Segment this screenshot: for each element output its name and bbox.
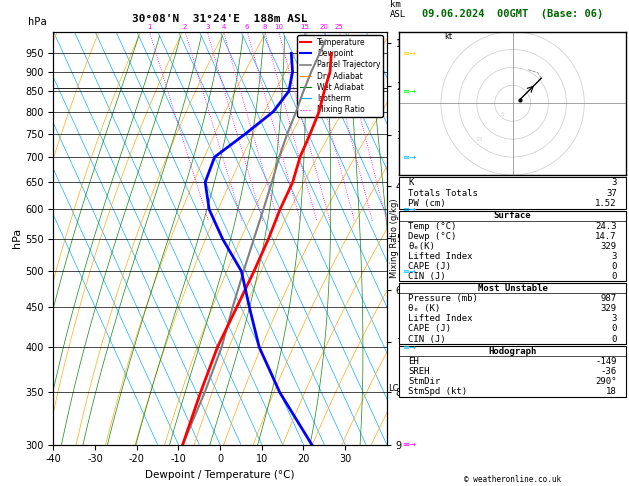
Text: 3: 3 (611, 178, 617, 187)
Text: CAPE (J): CAPE (J) (408, 262, 452, 271)
Text: 10: 10 (274, 23, 283, 30)
Text: K: K (408, 178, 414, 187)
Text: Dewp (°C): Dewp (°C) (408, 232, 457, 241)
Text: 987: 987 (601, 294, 617, 303)
Text: Temp (°C): Temp (°C) (408, 222, 457, 230)
X-axis label: Dewpoint / Temperature (°C): Dewpoint / Temperature (°C) (145, 470, 295, 480)
Text: SREH: SREH (408, 367, 430, 376)
Text: 0: 0 (611, 262, 617, 271)
Text: Most Unstable: Most Unstable (477, 284, 548, 293)
Text: θₑ(K): θₑ(K) (408, 242, 435, 251)
Text: 290°: 290° (595, 377, 617, 386)
Text: 30°08'N  31°24'E  188m ASL: 30°08'N 31°24'E 188m ASL (132, 14, 308, 24)
Text: hPa: hPa (28, 17, 47, 27)
Text: PW (cm): PW (cm) (408, 199, 446, 208)
Legend: Temperature, Dewpoint, Parcel Trajectory, Dry Adiabat, Wet Adiabat, Isotherm, Mi: Temperature, Dewpoint, Parcel Trajectory… (298, 35, 383, 117)
Text: 18: 18 (606, 387, 617, 397)
Text: Pressure (mb): Pressure (mb) (408, 294, 478, 303)
Text: 8: 8 (262, 23, 267, 30)
Text: 37: 37 (606, 189, 617, 198)
Text: ≡→: ≡→ (403, 440, 416, 449)
Text: km
ASL: km ASL (390, 0, 406, 19)
Text: StmSpd (kt): StmSpd (kt) (408, 387, 467, 397)
Text: 0: 0 (611, 324, 617, 333)
Text: 0: 0 (611, 272, 617, 281)
Text: ≡→: ≡→ (403, 153, 416, 161)
Text: Lifted Index: Lifted Index (408, 314, 473, 323)
Text: Surface: Surface (494, 211, 532, 221)
Y-axis label: hPa: hPa (13, 228, 23, 248)
Text: 20: 20 (320, 23, 328, 30)
FancyBboxPatch shape (399, 177, 626, 209)
Text: 3: 3 (611, 314, 617, 323)
Text: © weatheronline.co.uk: © weatheronline.co.uk (464, 475, 561, 484)
Text: θₑ (K): θₑ (K) (408, 304, 441, 313)
FancyBboxPatch shape (399, 211, 626, 281)
Text: ≡→: ≡→ (403, 205, 416, 214)
Text: -36: -36 (601, 367, 617, 376)
Text: 09.06.2024  00GMT  (Base: 06): 09.06.2024 00GMT (Base: 06) (422, 9, 603, 19)
Text: LCL: LCL (389, 384, 404, 393)
Text: kt: kt (445, 32, 453, 41)
Text: 25: 25 (335, 23, 343, 30)
Text: Totals Totals: Totals Totals (408, 189, 478, 198)
Text: EH: EH (408, 357, 419, 366)
Text: 3: 3 (611, 252, 617, 260)
Text: 15: 15 (301, 23, 309, 30)
Text: CIN (J): CIN (J) (408, 334, 446, 344)
Text: StmDir: StmDir (408, 377, 441, 386)
Text: 2: 2 (183, 23, 187, 30)
Text: Mixing Ratio (g/kg): Mixing Ratio (g/kg) (390, 198, 399, 278)
Text: Lifted Index: Lifted Index (408, 252, 473, 260)
Text: 15: 15 (475, 137, 482, 142)
Text: 24.3: 24.3 (595, 222, 617, 230)
Text: CAPE (J): CAPE (J) (408, 324, 452, 333)
Text: 14.7: 14.7 (595, 232, 617, 241)
Text: -149: -149 (595, 357, 617, 366)
Text: CIN (J): CIN (J) (408, 272, 446, 281)
Text: ≡→: ≡→ (403, 343, 416, 351)
FancyBboxPatch shape (399, 346, 626, 397)
Text: ≡→: ≡→ (403, 87, 416, 96)
Text: 329: 329 (601, 304, 617, 313)
Text: 4: 4 (221, 23, 226, 30)
Text: 0: 0 (611, 334, 617, 344)
Text: 329: 329 (601, 242, 617, 251)
Text: 6: 6 (245, 23, 250, 30)
FancyBboxPatch shape (399, 283, 626, 344)
Text: ≡→: ≡→ (403, 49, 416, 58)
Text: ≡→: ≡→ (403, 267, 416, 276)
Text: 1: 1 (147, 23, 152, 30)
Text: Hodograph: Hodograph (489, 347, 537, 356)
Text: 1.52: 1.52 (595, 199, 617, 208)
Text: 3: 3 (205, 23, 209, 30)
Text: 5: 5 (500, 112, 504, 117)
